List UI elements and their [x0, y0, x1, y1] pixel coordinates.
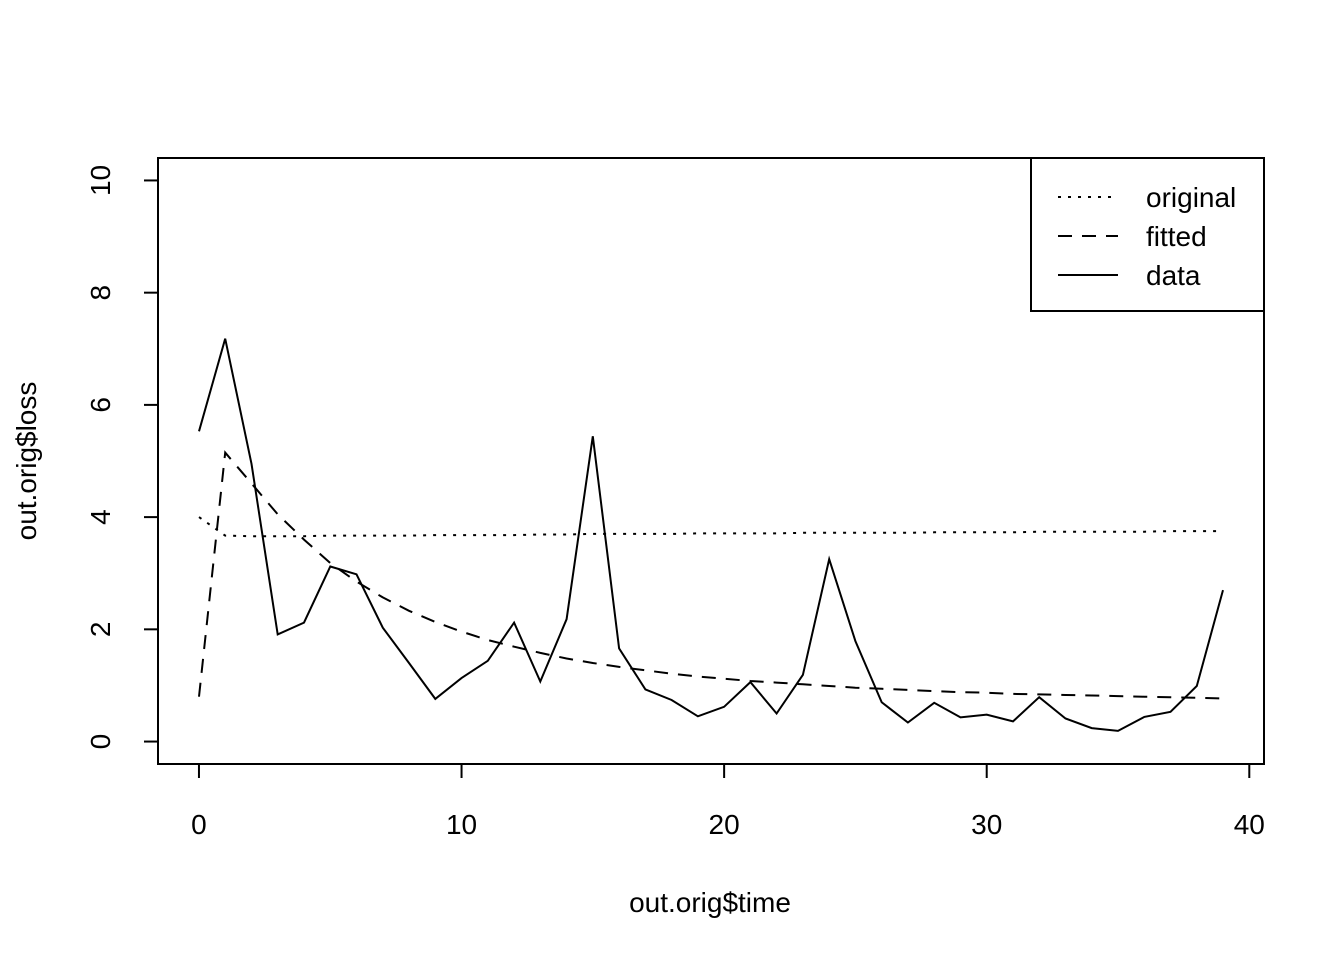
- series-data-line: [198, 338, 1224, 732]
- y-tick-label: 4: [85, 509, 116, 525]
- x-tick-label: 10: [446, 809, 477, 840]
- series-fitted-line: [198, 450, 1224, 700]
- y-tick-label: 6: [85, 397, 116, 413]
- x-tick-label: 0: [191, 809, 207, 840]
- y-tick-label: 2: [85, 622, 116, 638]
- legend: original fitted data: [1030, 157, 1265, 312]
- y-axis-title: out.orig$loss: [11, 382, 42, 541]
- series-layer: [198, 338, 1224, 732]
- legend-label-fitted: fitted: [1146, 221, 1207, 252]
- y-tick-label: 8: [85, 285, 116, 301]
- legend-label-data: data: [1146, 260, 1201, 291]
- x-axis: 0 10 20 30 40: [191, 763, 1265, 840]
- legend-box: [1030, 157, 1265, 312]
- legend-label-original: original: [1146, 182, 1236, 213]
- series-original-line: [198, 516, 1223, 538]
- y-tick-label: 10: [85, 165, 116, 196]
- y-tick-label: 0: [85, 734, 116, 750]
- y-axis: 0 2 4 6 8 10: [85, 165, 159, 750]
- x-tick-label: 30: [971, 809, 1002, 840]
- x-axis-title: out.orig$time: [629, 887, 791, 918]
- x-tick-label: 40: [1234, 809, 1265, 840]
- x-tick-label: 20: [709, 809, 740, 840]
